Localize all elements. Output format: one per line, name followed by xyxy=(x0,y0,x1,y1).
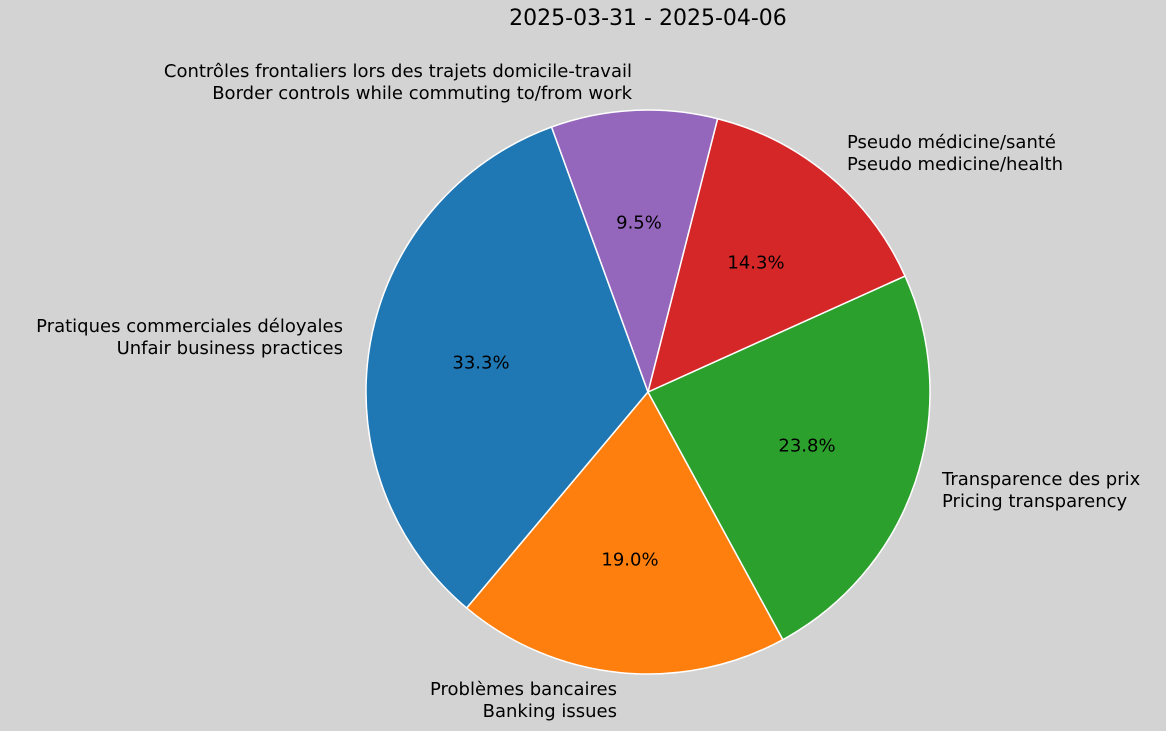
slice-label-unfair-business: Pratiques commerciales déloyales Unfair … xyxy=(36,316,343,360)
pct-label-pseudo-medicine: 14.3% xyxy=(727,252,785,274)
pie-slice-unfair-business xyxy=(365,126,649,609)
chart-title: 2025-03-31 - 2025-04-06 xyxy=(509,6,787,31)
label-en: Pseudo medicine/health xyxy=(847,154,1064,175)
label-fr: Pseudo médicine/santé xyxy=(847,132,1056,153)
pie-slice-banking xyxy=(465,391,784,675)
label-fr: Transparence des prix xyxy=(942,469,1141,490)
slice-label-banking: Problèmes bancaires Banking issues xyxy=(430,679,617,723)
pct-label-pricing: 23.8% xyxy=(778,435,836,457)
label-en: Border controls while commuting to/from … xyxy=(212,83,632,104)
label-fr: Problèmes bancaires xyxy=(429,679,617,700)
pie-slice-pricing xyxy=(647,275,931,641)
label-fr: Pratiques commerciales déloyales xyxy=(36,316,343,337)
label-en: Banking issues xyxy=(482,701,617,722)
pie-slice-border-controls xyxy=(550,109,719,393)
slice-label-pseudo-medicine: Pseudo médicine/santé Pseudo medicine/he… xyxy=(847,132,1063,176)
label-fr: Contrôles frontaliers lors des trajets d… xyxy=(163,61,632,82)
pct-label-banking: 19.0% xyxy=(601,549,659,571)
pct-label-border-controls: 9.5% xyxy=(616,212,662,234)
label-en: Pricing transparency xyxy=(942,491,1128,512)
pct-label-unfair-business: 33.3% xyxy=(452,352,510,374)
pie-slice-pseudo-medicine xyxy=(647,117,906,393)
slice-label-pricing: Transparence des prix Pricing transparen… xyxy=(942,469,1140,513)
label-en: Unfair business practices xyxy=(116,338,343,359)
slice-label-border-controls: Contrôles frontaliers lors des trajets d… xyxy=(164,61,632,105)
